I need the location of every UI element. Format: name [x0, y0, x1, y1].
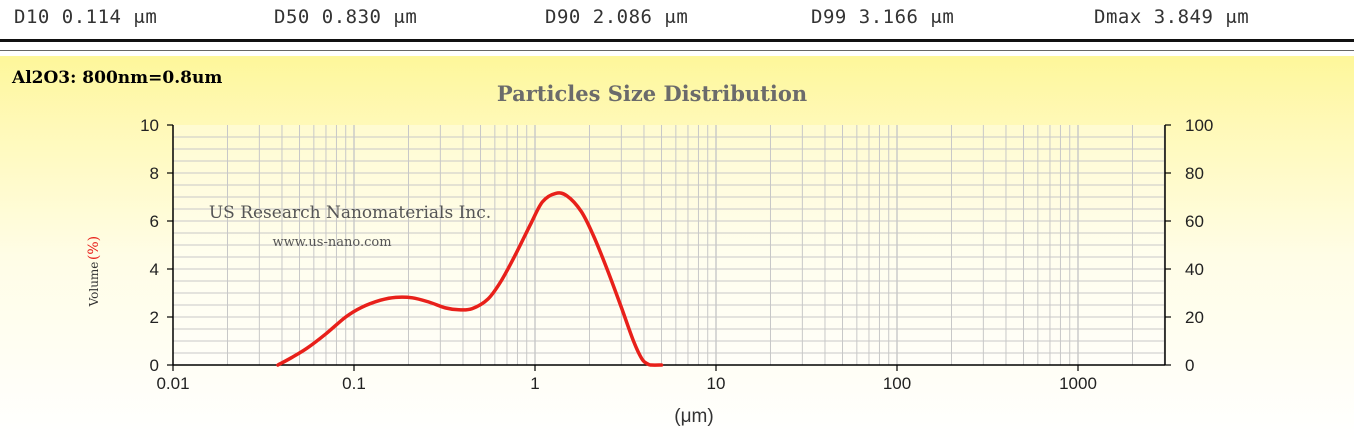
stat-d99: D99 3.166 μm: [811, 6, 955, 28]
y-axis-label: Volume (%): [86, 236, 102, 308]
y-tick-label: 6: [150, 212, 159, 231]
y-axis-label-unit: (%): [86, 236, 102, 260]
x-tick-label: 0.01: [156, 374, 189, 393]
chart-title: Particles Size Distribution: [497, 81, 807, 106]
x-tick-label: 1: [530, 374, 539, 393]
header-divider-thin: [0, 50, 1354, 51]
chart-panel: [0, 56, 1354, 441]
y2-tick-label: 60: [1185, 212, 1204, 231]
x-tick-label: 0.1: [342, 374, 366, 393]
stat-d90: D90 2.086 μm: [545, 6, 689, 28]
y-tick-label: 8: [150, 164, 159, 183]
chart-axes: [172, 125, 1166, 366]
x-tick-label: 100: [883, 374, 911, 393]
x-axis-label: (μm): [674, 406, 713, 427]
y2-tick-label: 20: [1185, 308, 1204, 327]
stat-d10: D10 0.114 μm: [14, 6, 158, 28]
distribution-curve: [276, 191, 664, 367]
stats-header: D10 0.114 μm D50 0.830 μm D90 2.086 μm D…: [0, 0, 1354, 38]
stat-dmax: Dmax 3.849 μm: [1094, 6, 1250, 28]
y-tick-label: 2: [150, 308, 159, 327]
watermark-company: US Research Nanomaterials Inc.: [209, 203, 491, 223]
y2-tick-label: 40: [1185, 260, 1204, 279]
chart-grid: [173, 125, 1165, 365]
material-annotation: Al2O3: 800nm=0.8um: [12, 68, 223, 88]
y-tick-label: 4: [150, 260, 159, 279]
y-tick-label: 10: [140, 116, 159, 135]
stat-d50: D50 0.830 μm: [274, 6, 418, 28]
y2-tick-label: 0: [1185, 356, 1194, 375]
y2-tick-label: 80: [1185, 164, 1204, 183]
y-tick-label: 0: [150, 356, 159, 375]
y2-tick-label: 100: [1185, 116, 1213, 135]
x-tick-label: 10: [707, 374, 726, 393]
x-tick-label: 1000: [1059, 374, 1097, 393]
watermark-url: www.us-nano.com: [272, 235, 391, 250]
header-divider-thick: [0, 39, 1354, 42]
y-axis-label-text: Volume: [87, 262, 101, 308]
